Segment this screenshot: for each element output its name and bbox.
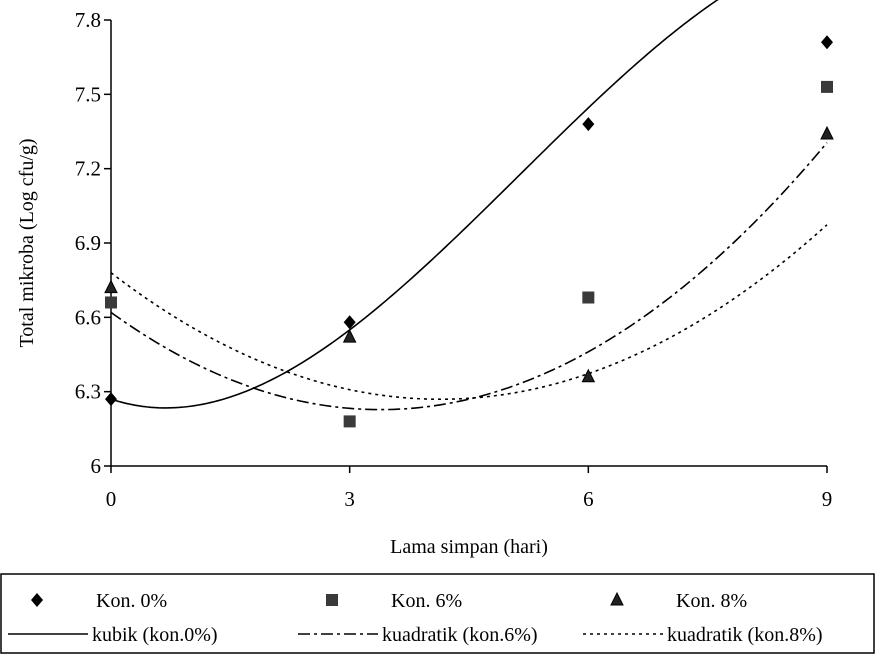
legend-marker-diamond — [31, 593, 43, 607]
x-tick-label: 9 — [822, 487, 833, 511]
legend-label: Kon. 8% — [676, 590, 747, 612]
y-tick-label: 6.9 — [75, 231, 101, 255]
y-tick-label: 6.3 — [75, 380, 101, 404]
marker-square — [821, 80, 833, 93]
legend-label: kubik (kon.0%) — [92, 624, 218, 646]
legend-label: Kon. 6% — [391, 590, 462, 612]
legend-label: kuadratik (kon.8%) — [667, 624, 823, 646]
y-tick-label: 6 — [91, 454, 102, 478]
marker-triangle — [581, 368, 596, 383]
legend-items: Kon. 0% Kon. 6% Kon. 8% kubik (kon.0%) kuadr… — [8, 590, 823, 646]
marker-diamond — [582, 117, 595, 132]
legend-marker-triangle — [610, 591, 624, 606]
trendline-dotted — [110, 224, 828, 401]
legend-box — [0, 573, 875, 654]
x-axis-label: Lama simpan (hari) — [390, 536, 548, 558]
legend-marker-square — [326, 594, 338, 606]
legend: Kon. 0% Kon. 6% Kon. 8% kubik (kon.0%) kuadr… — [0, 573, 875, 654]
marker-triangle — [104, 279, 118, 294]
legend-label: kuadratik (kon.6%) — [382, 624, 538, 646]
x-tick-label: 3 — [344, 487, 355, 511]
y-axis-label: Total mikroba (Log cfu/g) — [16, 138, 38, 347]
marker-triangle — [342, 329, 357, 343]
trendlines — [110, 0, 828, 411]
y-tick-label: 7.2 — [75, 157, 101, 181]
data-markers — [104, 35, 834, 428]
marker-square — [343, 415, 356, 428]
trendline-dashdot — [110, 142, 828, 411]
legend-label: Kon. 0% — [96, 590, 167, 612]
marker-diamond — [105, 392, 117, 407]
marker-diamond — [343, 315, 356, 330]
x-tick-label: 0 — [106, 487, 117, 511]
x-tick-label: 6 — [583, 487, 594, 511]
y-tick-label: 7.8 — [75, 8, 101, 32]
axes — [104, 19, 828, 473]
marker-diamond — [821, 35, 833, 50]
y-tick-label: 6.6 — [75, 305, 101, 329]
tick-labels: 6 6.3 6.6 6.9 7.2 7.5 7.8 0 3 6 9 — [75, 8, 833, 511]
trendline-solid — [110, 0, 719, 409]
marker-square — [582, 291, 595, 304]
marker-square — [105, 296, 117, 309]
y-tick-label: 7.5 — [75, 82, 101, 106]
marker-triangle — [820, 125, 834, 140]
